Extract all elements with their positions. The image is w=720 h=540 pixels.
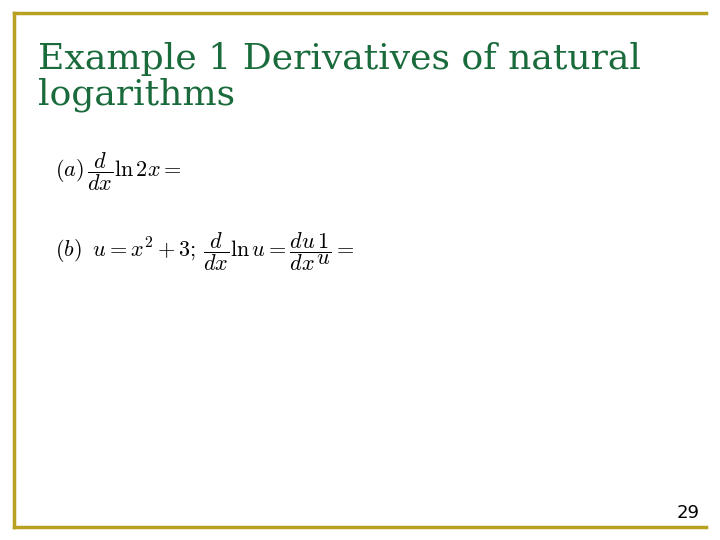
Text: Example 1 Derivatives of natural: Example 1 Derivatives of natural (38, 42, 641, 76)
Text: $(b)\;\; u = x^2 + 3;\,\dfrac{d}{dx}\ln u = \dfrac{du}{dx}\dfrac{1}{u} =$: $(b)\;\; u = x^2 + 3;\,\dfrac{d}{dx}\ln … (55, 230, 354, 273)
Text: 29: 29 (677, 504, 700, 522)
Text: $(a)\,\dfrac{d}{dx}\ln 2x =$: $(a)\,\dfrac{d}{dx}\ln 2x =$ (55, 150, 181, 193)
Text: logarithms: logarithms (38, 77, 235, 111)
